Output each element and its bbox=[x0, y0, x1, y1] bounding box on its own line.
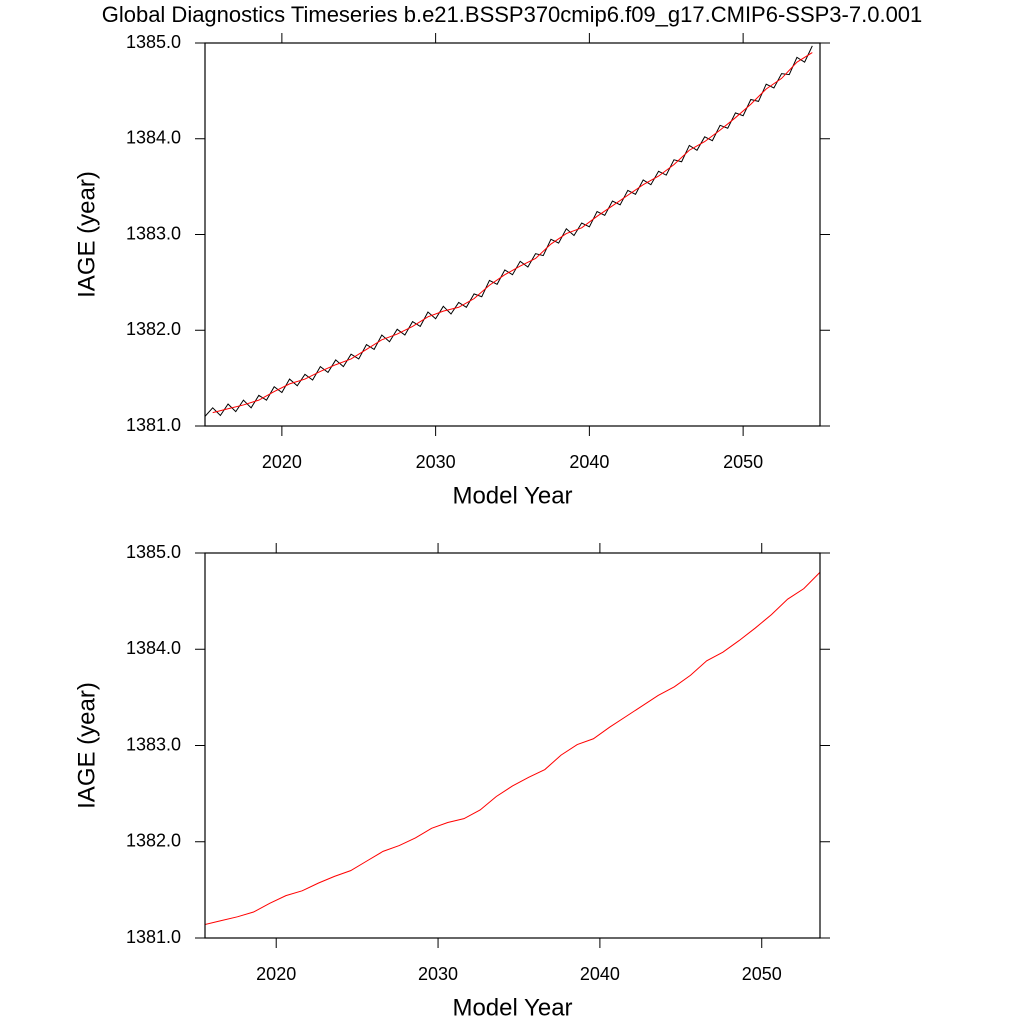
y-tick-label: 1384.0 bbox=[126, 638, 181, 658]
y-tick-label: 1385.0 bbox=[126, 32, 181, 52]
x-tick-label: 2030 bbox=[418, 964, 458, 984]
y-tick-label: 1383.0 bbox=[126, 223, 181, 243]
figure-title: Global Diagnostics Timeseries b.e21.BSSP… bbox=[102, 2, 923, 27]
series-line bbox=[212, 52, 813, 414]
x-axis-label: Model Year bbox=[452, 994, 572, 1021]
x-axis-label: Model Year bbox=[452, 482, 572, 509]
x-tick-label: 2020 bbox=[256, 964, 296, 984]
y-tick-label: 1385.0 bbox=[126, 542, 181, 562]
plot-frame bbox=[204, 552, 821, 939]
y-tick-label: 1382.0 bbox=[126, 831, 181, 851]
series-line bbox=[205, 571, 820, 926]
y-tick-label: 1381.0 bbox=[126, 927, 181, 947]
y-tick-label: 1381.0 bbox=[126, 415, 181, 435]
x-tick-label: 2050 bbox=[742, 964, 782, 984]
y-axis-label: IAGE (year) bbox=[73, 682, 100, 809]
x-tick-label: 2040 bbox=[569, 452, 609, 472]
x-tick-label: 2030 bbox=[416, 452, 456, 472]
y-tick-label: 1384.0 bbox=[126, 128, 181, 148]
plot-area bbox=[205, 571, 820, 926]
plot-frame bbox=[204, 42, 821, 427]
x-tick-label: 2020 bbox=[262, 452, 302, 472]
plot-area bbox=[205, 45, 813, 417]
y-tick-label: 1382.0 bbox=[126, 319, 181, 339]
y-axis-label: IAGE (year) bbox=[73, 171, 100, 298]
x-tick-label: 2040 bbox=[580, 964, 620, 984]
y-tick-label: 1383.0 bbox=[126, 734, 181, 754]
x-tick-label: 2050 bbox=[723, 452, 763, 472]
series-line bbox=[205, 45, 813, 417]
